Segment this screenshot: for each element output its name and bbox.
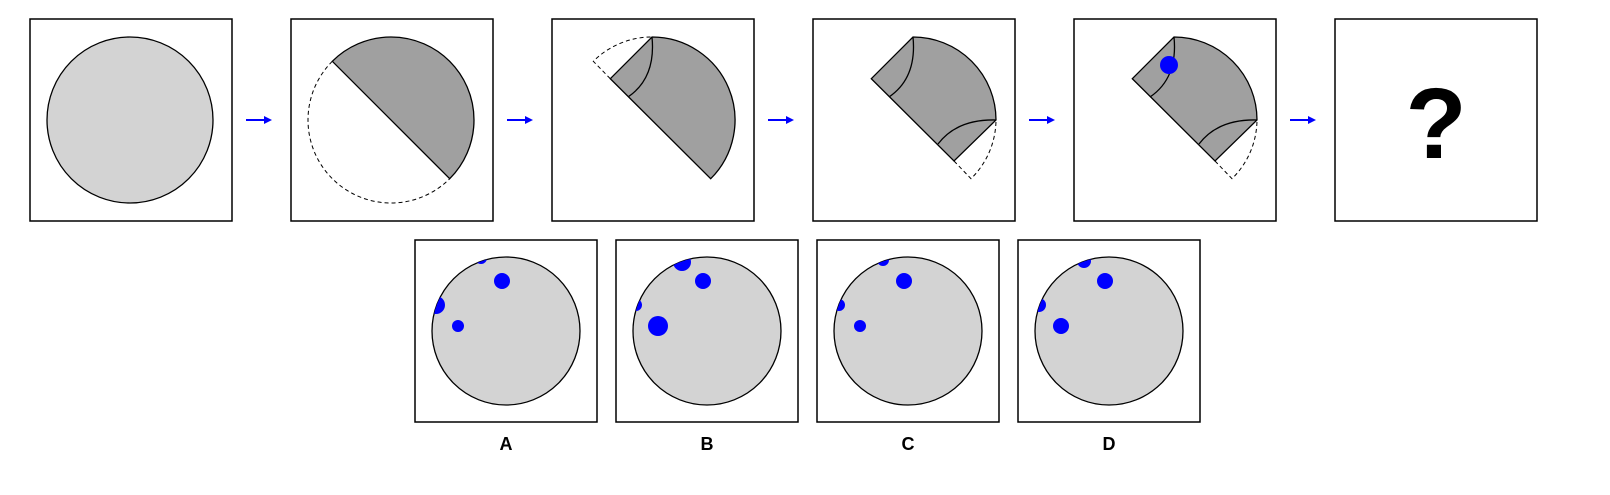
folded-away-outline [592, 36, 653, 80]
arrow-icon [1029, 116, 1055, 124]
folded-eighth [870, 36, 997, 162]
option-a[interactable] [414, 239, 598, 423]
panel-half-fold [290, 18, 494, 222]
panel-punched [1073, 18, 1277, 222]
paper-circle [431, 256, 581, 406]
punched-hole [1160, 56, 1178, 74]
paper-circle [632, 256, 782, 406]
arrow-icon [1290, 116, 1316, 124]
option-d[interactable] [1017, 239, 1201, 423]
option-label-b[interactable]: B [700, 434, 714, 454]
fold-crease [888, 36, 915, 98]
hole [452, 320, 464, 332]
fold-crease [1198, 119, 1258, 145]
paper-circle [46, 36, 214, 204]
question-mark: ? [1405, 68, 1466, 180]
hole [1053, 318, 1069, 334]
hole [896, 273, 912, 289]
folded-away-outline [1214, 119, 1258, 180]
fold-crease [627, 36, 654, 98]
hole [648, 316, 668, 336]
hole [494, 273, 510, 289]
option-c[interactable] [816, 239, 1000, 423]
panel-question: ? [1334, 18, 1538, 222]
arrow-icon [768, 116, 794, 124]
folded-away-outline [953, 119, 997, 180]
hole [695, 273, 711, 289]
fold-crease [937, 119, 997, 145]
arrow-icon [507, 116, 533, 124]
folded-half [331, 36, 475, 180]
panel-eighth-fold [812, 18, 1016, 222]
option-label-a[interactable]: A [499, 434, 513, 454]
option-label-d[interactable]: D [1102, 434, 1116, 454]
panel-full-circle [29, 18, 233, 222]
folded-quarter [609, 36, 736, 180]
option-b[interactable] [615, 239, 799, 423]
paper-circle [833, 256, 983, 406]
folded-away-outline [307, 60, 451, 204]
option-label-c[interactable]: C [901, 434, 915, 454]
panel-quarter-fold [551, 18, 755, 222]
hole [1097, 273, 1113, 289]
paper-circle [1034, 256, 1184, 406]
hole [854, 320, 866, 332]
arrow-icon [246, 116, 272, 124]
